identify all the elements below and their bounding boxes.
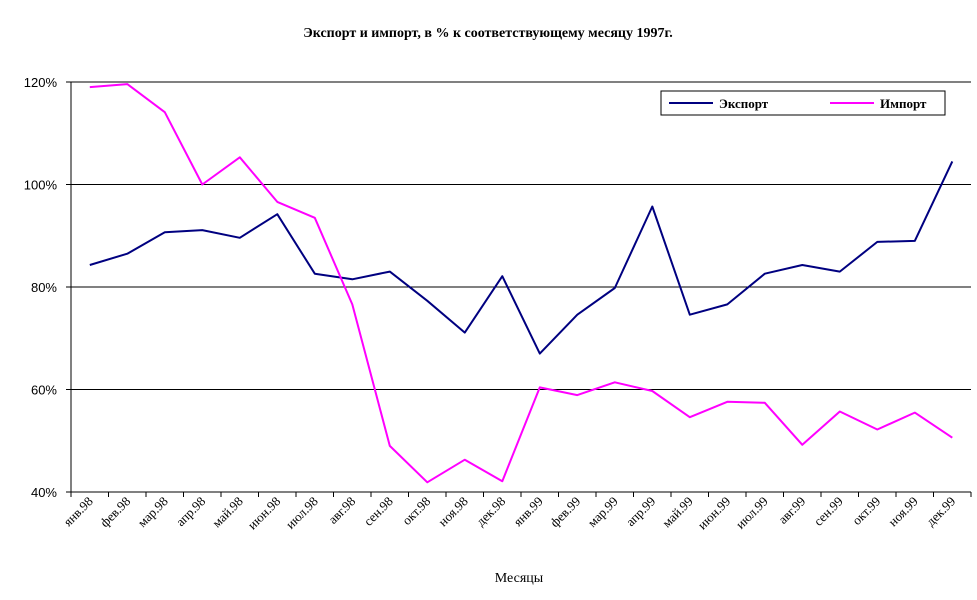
y-tick-label-3: 100% [24, 178, 58, 193]
x-tick-label-13: фев.99 [547, 494, 583, 530]
y-tick-label-0: 40% [31, 485, 57, 500]
x-tick-label-16: май.99 [659, 494, 696, 531]
x-tick-label-0: янв.98 [60, 494, 96, 530]
x-tick-label-17: июн.99 [695, 494, 734, 533]
x-tick-label-10: ноя.98 [435, 494, 471, 530]
chart-title: Экспорт и импорт, в % к соответствующему… [303, 26, 672, 41]
legend-label-import: Импорт [880, 96, 927, 111]
y-tick-label-2: 80% [31, 280, 57, 295]
x-tick-label-12: янв.99 [510, 494, 546, 530]
series-lines [89, 83, 954, 484]
x-axis-title: Месяцы [495, 571, 544, 586]
gridlines [71, 81, 971, 390]
legend: Экспорт Импорт [660, 90, 946, 116]
x-tick-label-2: мар.98 [134, 494, 171, 531]
x-tick-label-23: дек.99 [923, 494, 958, 529]
x-tick-label-4: май.98 [209, 494, 246, 531]
x-tick-label-18: июл.99 [733, 494, 771, 532]
series-line-1 [89, 83, 953, 484]
x-tick-label-9: окт.98 [399, 494, 433, 528]
x-tick-label-14: мар.99 [584, 494, 621, 531]
x-tick-label-20: сен.99 [811, 494, 846, 529]
x-tick-label-1: фев.98 [97, 494, 133, 530]
y-tick-label-1: 60% [31, 383, 57, 398]
x-tick-label-6: июл.98 [283, 494, 321, 532]
y-tick-label-4: 120% [24, 75, 58, 90]
y-axis: 40% 60% 80% 100% 120% [24, 75, 72, 500]
x-tick-label-19: авг.99 [775, 494, 808, 527]
x-tick-label-3: апр.98 [173, 494, 209, 530]
x-tick-label-5: июн.98 [245, 494, 284, 533]
x-tick-label-21: окт.99 [849, 494, 883, 528]
x-tick-label-8: сен.98 [361, 494, 396, 529]
legend-label-export: Экспорт [719, 96, 769, 111]
x-tick-label-7: авг.98 [325, 494, 358, 527]
x-tick-label-15: апр.99 [623, 494, 659, 530]
x-tick-label-11: дек.98 [473, 494, 508, 529]
x-tick-label-22: ноя.99 [885, 494, 921, 530]
series-line-0 [89, 160, 954, 355]
